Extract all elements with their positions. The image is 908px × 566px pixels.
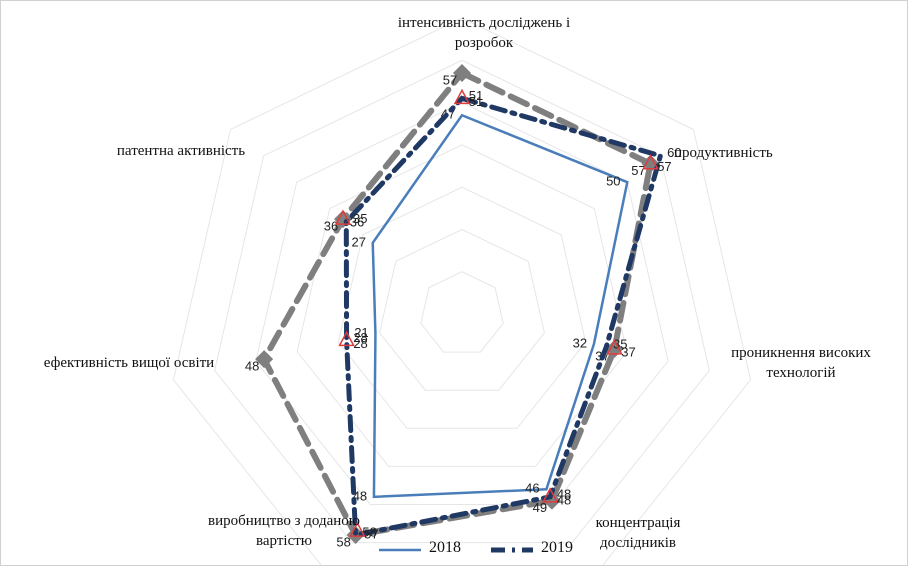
- axis-label: виробництво з доданою вартістю: [207, 513, 360, 549]
- series-line: [371, 113, 629, 499]
- data-label: 50: [606, 174, 620, 189]
- data-label: 36: [324, 219, 338, 234]
- data-label: 37: [621, 344, 635, 359]
- data-label: 58: [362, 524, 376, 539]
- grid-ring: [420, 271, 504, 353]
- data-label: 57: [631, 163, 645, 178]
- data-label: 51: [469, 94, 483, 109]
- data-label: 57: [657, 159, 671, 174]
- marker: [642, 154, 659, 170]
- data-label: 48: [245, 359, 259, 374]
- data-label: 57: [364, 527, 378, 542]
- data-label: 35: [353, 211, 367, 226]
- data-label: 48: [557, 492, 571, 507]
- marker: [334, 209, 352, 225]
- data-label: 27: [352, 234, 366, 249]
- data-label: 48: [557, 486, 571, 501]
- axis-label: проникнення високих технологій: [731, 345, 871, 381]
- marker: [338, 330, 355, 347]
- axis-label: концентрація дослідників: [595, 515, 681, 551]
- marker: [349, 521, 366, 537]
- axis-label: інтенсивність досліджень і розробок: [397, 15, 571, 51]
- grid-ring: [337, 186, 587, 429]
- series-line: [343, 95, 664, 538]
- marker: [606, 339, 623, 355]
- marker: [453, 88, 471, 105]
- legend-label: 2019: [541, 539, 573, 556]
- marker: [255, 350, 274, 369]
- data-label: 49: [533, 500, 547, 515]
- data-label: 28: [353, 330, 367, 345]
- data-label: 57: [443, 72, 457, 87]
- data-label: 46: [525, 481, 539, 496]
- series-line: [260, 69, 654, 539]
- grid-ring: [296, 144, 628, 467]
- data-label: 36: [350, 215, 364, 230]
- data-label: 51: [469, 88, 483, 103]
- data-label: 60: [667, 145, 681, 160]
- legend-label: 2018: [429, 539, 461, 556]
- data-label: 21: [354, 325, 368, 340]
- marker: [453, 63, 471, 82]
- axis-label: продуктивність: [674, 145, 773, 161]
- grid-ring: [214, 59, 710, 544]
- data-label: 58: [336, 534, 350, 549]
- data-label: 28: [353, 336, 367, 351]
- grid-ring: [379, 228, 545, 391]
- data-label: 32: [573, 336, 587, 351]
- axis-label: патентна активність: [116, 143, 246, 159]
- axis-label: ефективність вищої освіти: [43, 355, 215, 371]
- data-label: 35: [613, 336, 627, 351]
- marker: [541, 487, 559, 503]
- grid-ring: [255, 102, 669, 505]
- grid-ring: [172, 17, 752, 565]
